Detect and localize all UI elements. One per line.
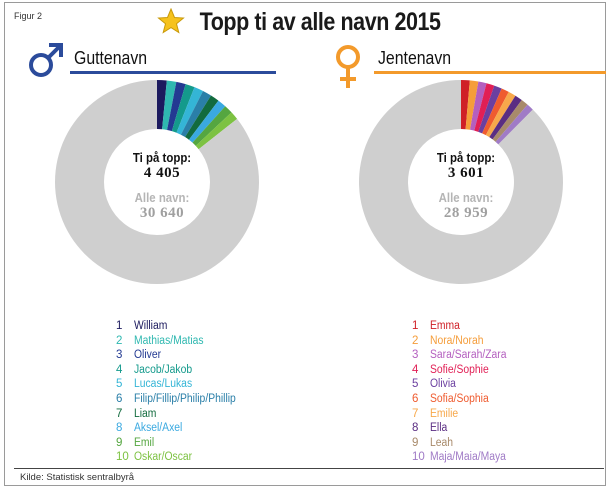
girls-title: Jentenavn: [378, 48, 452, 68]
legend-name: Sofia/Sophia: [430, 392, 489, 405]
chart-title: Topp ti av alle navn 2015: [199, 7, 441, 36]
legend-name: Liam: [134, 407, 157, 420]
legend-name: Mathias/Matias: [134, 334, 204, 347]
legend-rank: 5: [116, 378, 123, 391]
legend-rank: 6: [412, 392, 419, 405]
legend-rank: 5: [412, 378, 419, 391]
girls-top-value: 3 601: [447, 165, 485, 181]
legend-rank: 2: [116, 334, 123, 347]
legend-item: 7 Emilie: [412, 407, 515, 422]
figure-label: Figur 2: [14, 11, 43, 21]
boys-top-label: Ti på topp:: [132, 150, 192, 165]
legend-name: Olivia: [430, 378, 456, 391]
legend-item: 3 Oliver: [116, 348, 247, 363]
legend-item: 4 Jacob/Jakob: [116, 363, 247, 378]
boys-total-label: Alle navn:: [134, 190, 190, 205]
legend-rank: 9: [412, 436, 419, 449]
legend-item: 9 Leah: [412, 436, 515, 451]
legend-name: Oskar/Oscar: [134, 451, 193, 464]
boys-header: Guttenavn: [26, 43, 276, 77]
legend-name: Ella: [430, 422, 448, 435]
legend-rank: 1: [116, 320, 123, 332]
girls-total-value: 28 959: [443, 205, 489, 221]
girls-top-label: Ti på topp:: [436, 150, 496, 165]
legend-item: 7 Liam: [116, 407, 247, 422]
legend-rank: 4: [116, 363, 123, 376]
girls-header: Jentenavn: [330, 44, 606, 88]
legend-item: 5 Lucas/Lukas: [116, 377, 247, 392]
male-symbol-icon: [29, 43, 63, 77]
legend-name: Filip/Fillip/Philip/Phillip: [134, 392, 236, 405]
legend-name: Leah: [430, 436, 454, 449]
legend-rank: 2: [412, 334, 419, 347]
boys-total-value: 30 640: [139, 205, 185, 221]
figure-frame: [4, 2, 606, 486]
legend-item: 8 Aksel/Axel: [116, 421, 247, 436]
legend-rank: 3: [116, 349, 123, 362]
legend-item: 1 Emma: [412, 319, 515, 334]
legend-item: 1 William: [116, 319, 247, 334]
legend-item: 2 Mathias/Matias: [116, 334, 247, 349]
legend-name: Sara/Sarah/Zara: [430, 349, 507, 362]
legend-name: Aksel/Axel: [134, 422, 183, 435]
legend-name: Emil: [134, 436, 155, 449]
legend-name: Emilie: [430, 407, 459, 420]
legend-name: Oliver: [134, 349, 162, 362]
female-symbol-icon: [336, 45, 360, 88]
legend-rank: 3: [412, 349, 419, 362]
boys-title: Guttenavn: [74, 48, 148, 68]
girls-rule: [374, 71, 606, 74]
legend-item: 10 Maja/Maia/Maya: [412, 450, 515, 465]
legend-item: 6 Filip/Fillip/Philip/Phillip: [116, 392, 247, 407]
boys-legend: 1 William 2 Mathias/Matias 3 Oliver 4 Jacob/Jak…: [116, 319, 247, 465]
chart-title-wrap: Topp ti av alle navn 2015: [0, 4, 610, 40]
legend-rank: 7: [412, 407, 419, 420]
source-note: Kilde: Statistisk sentralbyrå: [20, 472, 135, 483]
legend-name: Jacob/Jakob: [134, 363, 193, 376]
footer-rule: [14, 468, 604, 469]
legend-rank: 8: [412, 422, 419, 435]
girls-center-text: Ti på topp: 3 601 Alle navn: 28 959: [406, 150, 526, 222]
legend-name: Emma: [430, 320, 460, 332]
legend-rank: 10: [116, 451, 129, 464]
legend-rank: 4: [412, 363, 419, 376]
legend-item: 10 Oskar/Oscar: [116, 450, 247, 465]
boys-top-value: 4 405: [143, 165, 181, 181]
legend-item: 4 Sofie/Sophie: [412, 363, 515, 378]
girls-legend: 1 Emma 2 Nora/Norah 3 Sara/Sarah/Zara 4 Sofie/S…: [412, 319, 515, 465]
legend-item: 9 Emil: [116, 436, 247, 451]
legend-item: 5 Olivia: [412, 377, 515, 392]
legend-name: Lucas/Lukas: [134, 378, 193, 391]
boys-center-text: Ti på topp: 4 405 Alle navn: 30 640: [102, 150, 222, 222]
legend-item: 6 Sofia/Sophia: [412, 392, 515, 407]
legend-rank: 10: [412, 451, 425, 464]
girls-total-label: Alle navn:: [438, 190, 494, 205]
boys-rule: [70, 71, 276, 74]
star-icon: [157, 8, 185, 34]
legend-rank: 8: [116, 422, 123, 435]
legend-item: 3 Sara/Sarah/Zara: [412, 348, 515, 363]
legend-item: 8 Ella: [412, 421, 515, 436]
legend-rank: 6: [116, 392, 123, 405]
legend-name: William: [134, 320, 168, 332]
legend-rank: 7: [116, 407, 123, 420]
legend-rank: 9: [116, 436, 123, 449]
legend-name: Maja/Maia/Maya: [430, 451, 506, 464]
legend-rank: 1: [412, 320, 419, 332]
legend-item: 2 Nora/Norah: [412, 334, 515, 349]
legend-name: Sofie/Sophie: [430, 363, 489, 376]
legend-name: Nora/Norah: [430, 334, 484, 347]
